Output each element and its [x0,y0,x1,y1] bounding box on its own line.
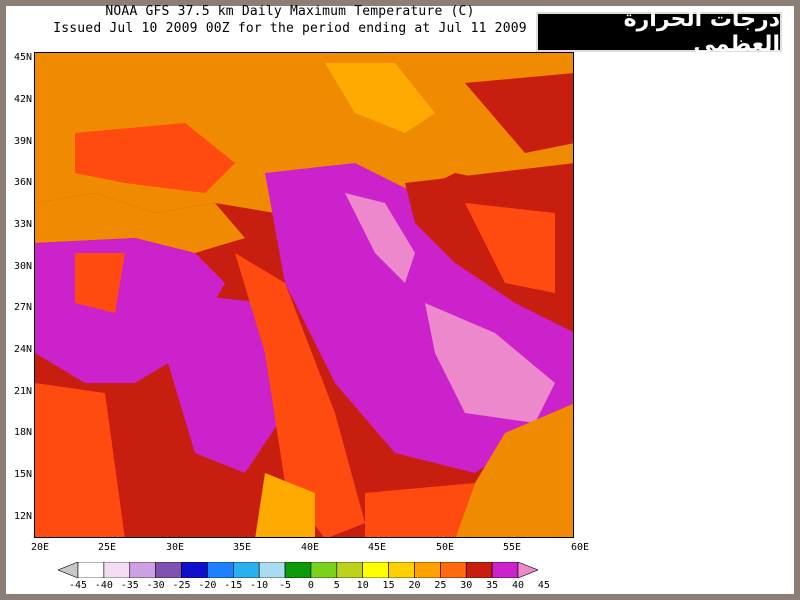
legend-label: -30 [146,580,165,591]
lon-label-20e: 20E [30,542,50,553]
map-subtitle: Issued Jul 10 2009 00Z for the period en… [53,21,527,36]
arabic-title-badge: درجات الحرارة العظمى [536,7,782,57]
legend-swatch [207,562,234,578]
legend-label: 5 [333,580,340,591]
legend-label: 45 [537,580,550,591]
legend-label: -45 [68,580,88,591]
region-sudan-very-hot [165,293,285,473]
legend-label: 15 [382,580,395,591]
lat-label-21n: 21N [13,386,32,397]
lon-label-35e: 35E [232,542,252,553]
legend-swatch [440,562,467,578]
region-libya-warm [75,253,125,313]
region-arabian-sea [455,403,573,537]
legend-label: 25 [434,580,447,591]
legend-label: -5 [279,580,292,591]
lat-label-39n: 39N [13,136,32,147]
region-gulf-of-aden [365,483,475,537]
legend-swatch [310,562,338,578]
lat-label-36n: 36N [13,177,32,188]
lon-label-55e: 55E [502,542,522,553]
legend-swatch [181,562,208,578]
legend-label: 40 [511,580,525,591]
color-legend-bar [58,562,538,578]
legend-label: 35 [486,580,499,591]
legend-label: 30 [460,580,473,591]
legend-swatch [77,562,105,578]
legend-label: -35 [120,580,139,591]
region-red-sea-warm [235,253,365,537]
lon-label-25e: 25E [97,542,117,553]
legend-label: 0 [307,580,314,591]
lat-label-12n: 12N [13,511,32,522]
legend-swatch [465,562,493,578]
legend-label: -15 [224,580,243,591]
lat-label-45n: 45N [13,52,32,63]
region-caspian-hot [465,73,573,153]
legend-swatch [284,562,312,578]
lat-label-24n: 24N [13,344,32,355]
temperature-map [34,52,574,538]
map-canvas [35,53,573,537]
region-west-africa-warm [35,383,125,537]
region-ethiopia-mild [255,473,315,537]
lat-label-33n: 33N [13,219,32,230]
legend-swatch [155,562,182,578]
lat-label-30n: 30N [13,261,32,272]
lon-label-50e: 50E [435,542,455,553]
region-aegean-warm [75,123,235,193]
lat-label-27n: 27N [13,302,32,313]
lat-label-15n: 15N [13,469,32,480]
legend-swatch [336,562,364,578]
map-title: NOAA GFS 37.5 km Daily Maximum Temperatu… [105,4,475,19]
legend-label: -10 [250,580,269,591]
region-mediterranean [35,193,245,253]
lat-label-42n: 42N [13,94,32,105]
legend-swatch [103,562,131,578]
legend-swatch [414,562,441,578]
legend-label: -25 [172,580,191,591]
legend-swatch [517,562,538,578]
legend-swatch [129,562,156,578]
legend-swatch [362,562,389,578]
region-iran-warm [465,203,555,293]
lon-label-40e: 40E [300,542,320,553]
region-mild-patch [325,63,435,133]
lon-label-30e: 30E [165,542,185,553]
legend-label: 20 [408,580,421,591]
legend-swatch [58,562,79,578]
region-iraq-extreme [345,193,415,283]
lon-label-45e: 45E [367,542,387,553]
legend-swatch [491,562,519,578]
lat-label-18n: 18N [13,427,32,438]
region-arabia-extreme [425,303,555,423]
legend-label: -40 [94,580,113,591]
legend-label: 10 [356,580,369,591]
legend-swatch [258,562,286,578]
legend-swatch [232,562,260,578]
legend-label: -20 [198,580,217,591]
legend-swatch [388,562,415,578]
lon-label-60e: 60E [570,542,590,553]
